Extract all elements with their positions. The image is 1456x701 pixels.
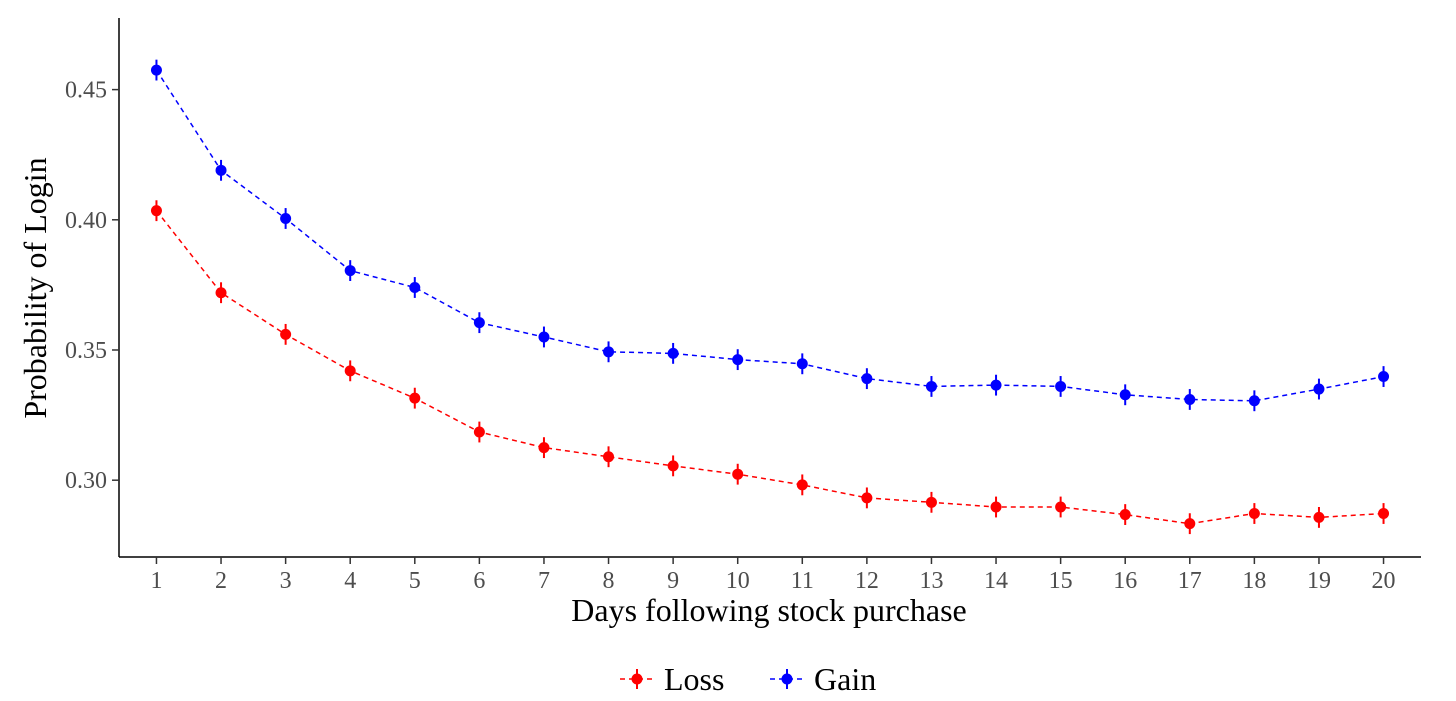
x-tick-label: 18 [1242, 568, 1266, 594]
series-line [155, 210, 1384, 525]
data-point [667, 460, 679, 472]
x-tick-label: 5 [409, 568, 421, 594]
x-tick-label: 11 [791, 568, 814, 594]
data-point [344, 265, 356, 277]
data-point [280, 328, 292, 340]
legend-key-point [631, 673, 643, 685]
x-tick-label: 1 [150, 568, 162, 594]
data-point [732, 354, 744, 366]
x-tick-label: 7 [538, 568, 550, 594]
data-point [861, 373, 873, 385]
x-axis-title: Days following stock purchase [571, 592, 966, 628]
data-point [796, 479, 808, 491]
data-point [925, 496, 937, 508]
data-point [1055, 501, 1067, 513]
x-tick-label: 8 [603, 568, 615, 594]
data-point [1313, 383, 1325, 395]
x-tick-label: 13 [919, 568, 943, 594]
data-point [215, 287, 227, 299]
data-point [1184, 393, 1196, 405]
data-point [732, 468, 744, 480]
x-tick-label: 17 [1178, 568, 1202, 594]
data-point [1378, 508, 1390, 520]
x-tick-label: 9 [667, 568, 679, 594]
series-gain [150, 59, 1390, 412]
data-point [1313, 511, 1325, 523]
y-tick-label: 0.30 [65, 468, 107, 494]
legend-label: Loss [664, 661, 724, 697]
series-loss [150, 200, 1390, 535]
data-point [409, 282, 421, 293]
data-point [1055, 380, 1067, 392]
data-point [409, 392, 421, 404]
data-point [150, 64, 162, 76]
x-tick-label: 19 [1307, 568, 1331, 594]
data-point [538, 442, 550, 454]
legend-item-gain: Gain [770, 661, 876, 697]
x-tick-label: 14 [984, 568, 1008, 594]
y-axis-title: Probability of Login [17, 157, 53, 418]
data-point [215, 164, 227, 176]
x-tick-label: 4 [344, 568, 356, 594]
axes: 0.300.350.400.451 2 3 4 5 6 7 8 9 10 11 12 13 14 15 16 1… [65, 18, 1421, 594]
series-layer [150, 59, 1390, 535]
legend-key-point [781, 673, 793, 685]
data-point [1119, 389, 1131, 401]
x-tick-label: 12 [855, 568, 879, 594]
x-tick-label: 16 [1113, 568, 1137, 594]
data-point [1248, 508, 1260, 520]
data-point [150, 205, 162, 217]
data-point [280, 212, 292, 224]
data-point [1119, 509, 1131, 521]
data-point [538, 331, 550, 343]
data-point [667, 347, 679, 359]
data-point [344, 365, 356, 377]
data-point [990, 501, 1002, 513]
data-point [861, 492, 873, 504]
legend: Loss Gain [620, 661, 876, 697]
y-tick-label: 0.45 [65, 78, 107, 104]
legend-label: Gain [814, 661, 876, 697]
data-point [1248, 395, 1260, 407]
series-line [155, 69, 1384, 402]
data-point [473, 426, 485, 438]
legend-item-loss: Loss [620, 661, 724, 697]
data-point [990, 379, 1002, 391]
x-tick-label: 6 [473, 568, 485, 594]
data-point [603, 346, 615, 358]
data-point [1378, 371, 1390, 383]
x-tick-label: 20 [1372, 568, 1396, 594]
y-tick-label: 0.40 [65, 208, 107, 234]
x-tick-label: 2 [215, 568, 227, 594]
data-point [796, 358, 808, 370]
x-tick-label: 10 [726, 568, 750, 594]
data-point [1184, 518, 1196, 530]
data-point [603, 451, 615, 463]
x-tick-label: 3 [280, 568, 292, 594]
x-tick-label: 15 [1049, 568, 1073, 594]
data-point [925, 380, 937, 392]
y-tick-label: 0.35 [65, 338, 107, 364]
data-point [473, 317, 485, 329]
